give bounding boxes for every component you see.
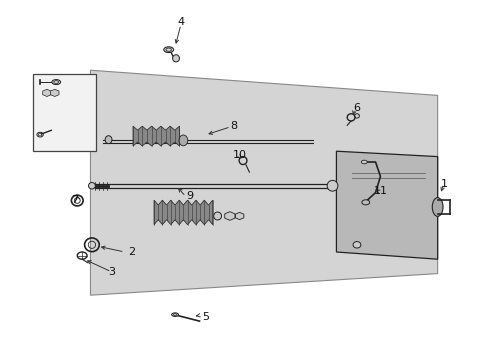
Ellipse shape — [352, 242, 360, 248]
Text: 8: 8 — [230, 121, 237, 131]
Ellipse shape — [172, 55, 179, 62]
Text: 1: 1 — [440, 179, 447, 189]
Text: 10: 10 — [232, 150, 246, 160]
Text: 4: 4 — [177, 17, 184, 27]
Ellipse shape — [326, 180, 337, 191]
Polygon shape — [90, 70, 437, 295]
Polygon shape — [336, 151, 437, 259]
Text: 7: 7 — [71, 195, 78, 205]
Ellipse shape — [431, 198, 442, 216]
Text: 5: 5 — [202, 312, 208, 322]
FancyBboxPatch shape — [33, 74, 96, 151]
Ellipse shape — [88, 183, 95, 189]
Ellipse shape — [163, 47, 173, 53]
Text: 6: 6 — [353, 103, 360, 113]
Ellipse shape — [361, 160, 366, 164]
Text: 11: 11 — [373, 186, 386, 196]
Text: 9: 9 — [186, 191, 193, 201]
Text: 3: 3 — [108, 267, 115, 277]
Text: 2: 2 — [128, 247, 135, 257]
Ellipse shape — [105, 136, 112, 144]
Ellipse shape — [213, 212, 221, 220]
Ellipse shape — [52, 80, 61, 85]
Polygon shape — [154, 200, 212, 225]
Ellipse shape — [179, 135, 187, 146]
Ellipse shape — [361, 200, 369, 205]
Polygon shape — [133, 126, 179, 146]
Ellipse shape — [171, 313, 178, 316]
